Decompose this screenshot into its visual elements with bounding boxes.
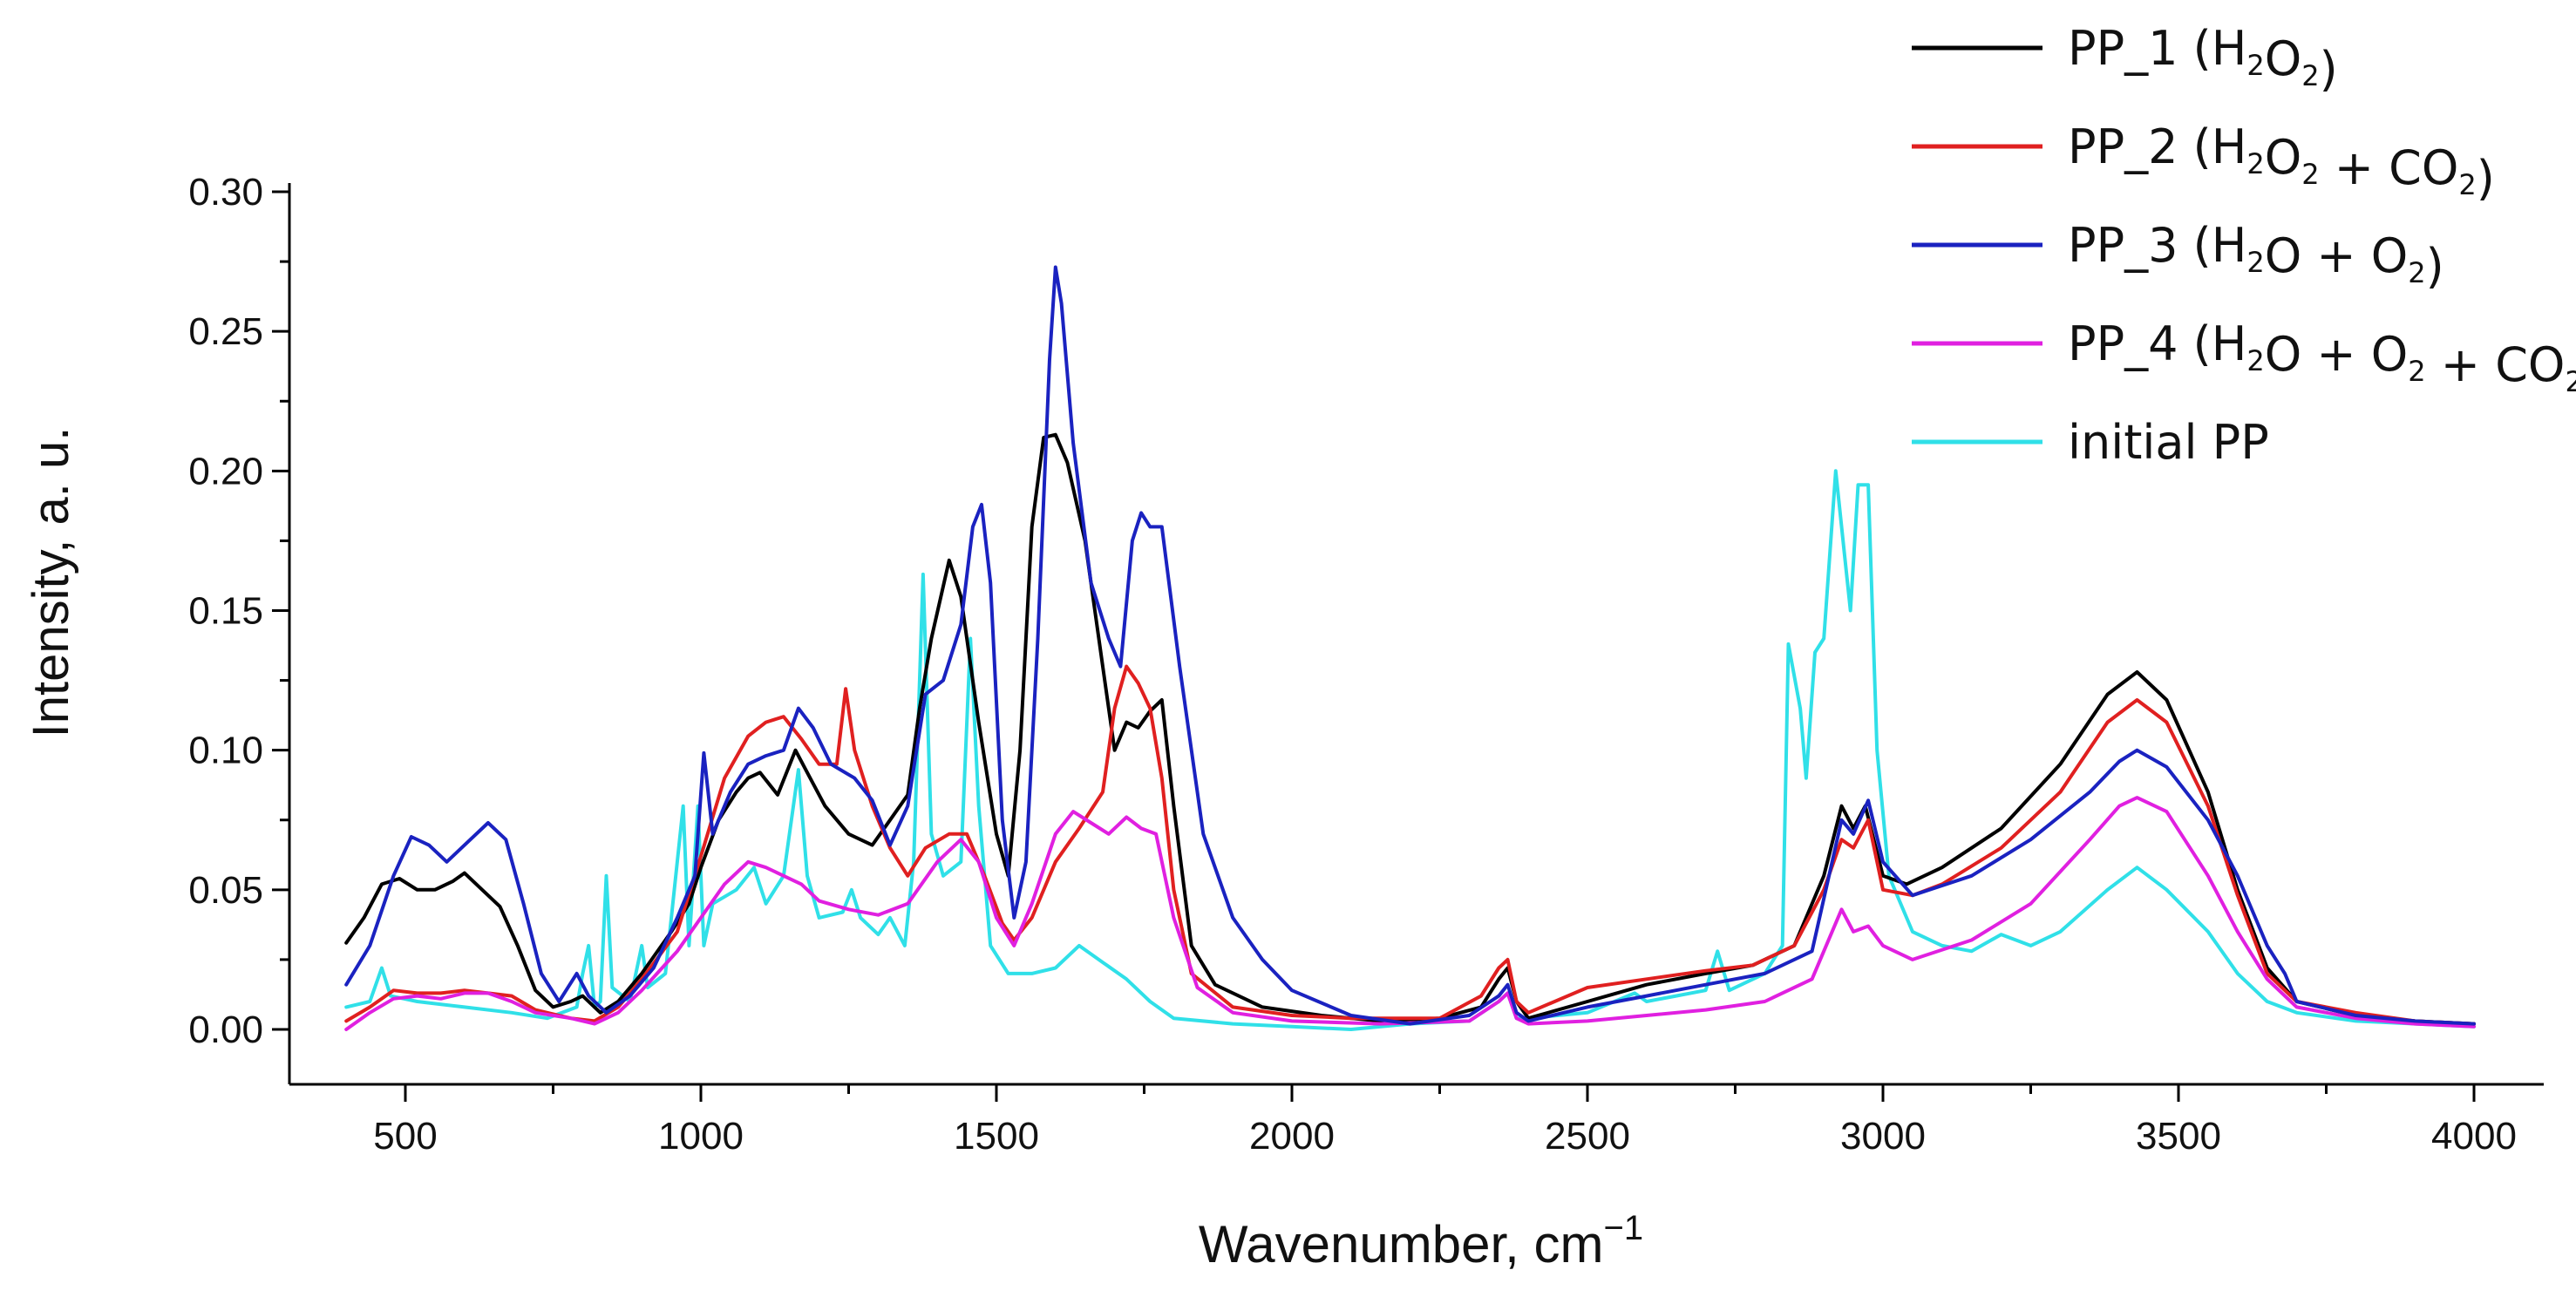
series-layer	[344, 265, 2476, 1031]
x-tick-label: 2000	[1249, 1115, 1335, 1158]
x-tick-label: 4000	[2431, 1115, 2517, 1158]
x-tick-label: 3500	[2136, 1115, 2221, 1158]
y-tick-label: 0.10	[188, 730, 263, 772]
series-line-5	[344, 469, 2476, 1031]
x-tick-label: 1500	[954, 1115, 1039, 1158]
series-line-1	[344, 432, 2476, 1026]
series-line-4	[344, 796, 2476, 1031]
legend-label-2: PP_2 (H2O2 + CO2)	[2068, 119, 2495, 206]
x-axis-title: Wavenumber, cm−1	[1199, 1209, 1643, 1273]
legend-label-1: PP_1 (H2O2)	[2068, 21, 2338, 97]
y-axis-title: Intensity, a. u.	[23, 427, 79, 738]
y-tick-label: 0.25	[188, 310, 263, 353]
x-tick-label: 500	[373, 1115, 437, 1158]
y-tick-label: 0.05	[188, 869, 263, 912]
legend-label-4: PP_4 (H2O + O2 + CO2)	[2068, 316, 2576, 403]
y-tick-label: 0.30	[188, 171, 263, 214]
y-ticks: 0.00 0.05 0.10 0.15 0.20 0.25 0.30	[188, 171, 289, 1051]
axes	[288, 183, 2544, 1086]
x-tick-label: 3000	[1840, 1115, 1926, 1158]
y-tick-label: 0.20	[188, 450, 263, 492]
legend-label-3: PP_3 (H2O + O2)	[2068, 218, 2444, 294]
x-ticks: 500 1000 1500 2000 2500 3000 3500 4000	[373, 1084, 2517, 1158]
y-tick-label: 0.15	[188, 590, 263, 633]
x-axis-title-superscript: −1	[1603, 1209, 1643, 1247]
x-tick-label: 2500	[1545, 1115, 1630, 1158]
legend-label-5: initial PP	[2068, 415, 2269, 470]
x-tick-label: 1000	[658, 1115, 744, 1158]
legend: PP_1 (H2O2) PP_2 (H2O2 + CO2) PP_3 (H2O + …	[1912, 21, 2576, 470]
y-tick-label: 0.00	[188, 1008, 263, 1051]
series-line-3	[344, 265, 2476, 1026]
x-axis-title-text: Wavenumber, cm	[1199, 1215, 1604, 1273]
